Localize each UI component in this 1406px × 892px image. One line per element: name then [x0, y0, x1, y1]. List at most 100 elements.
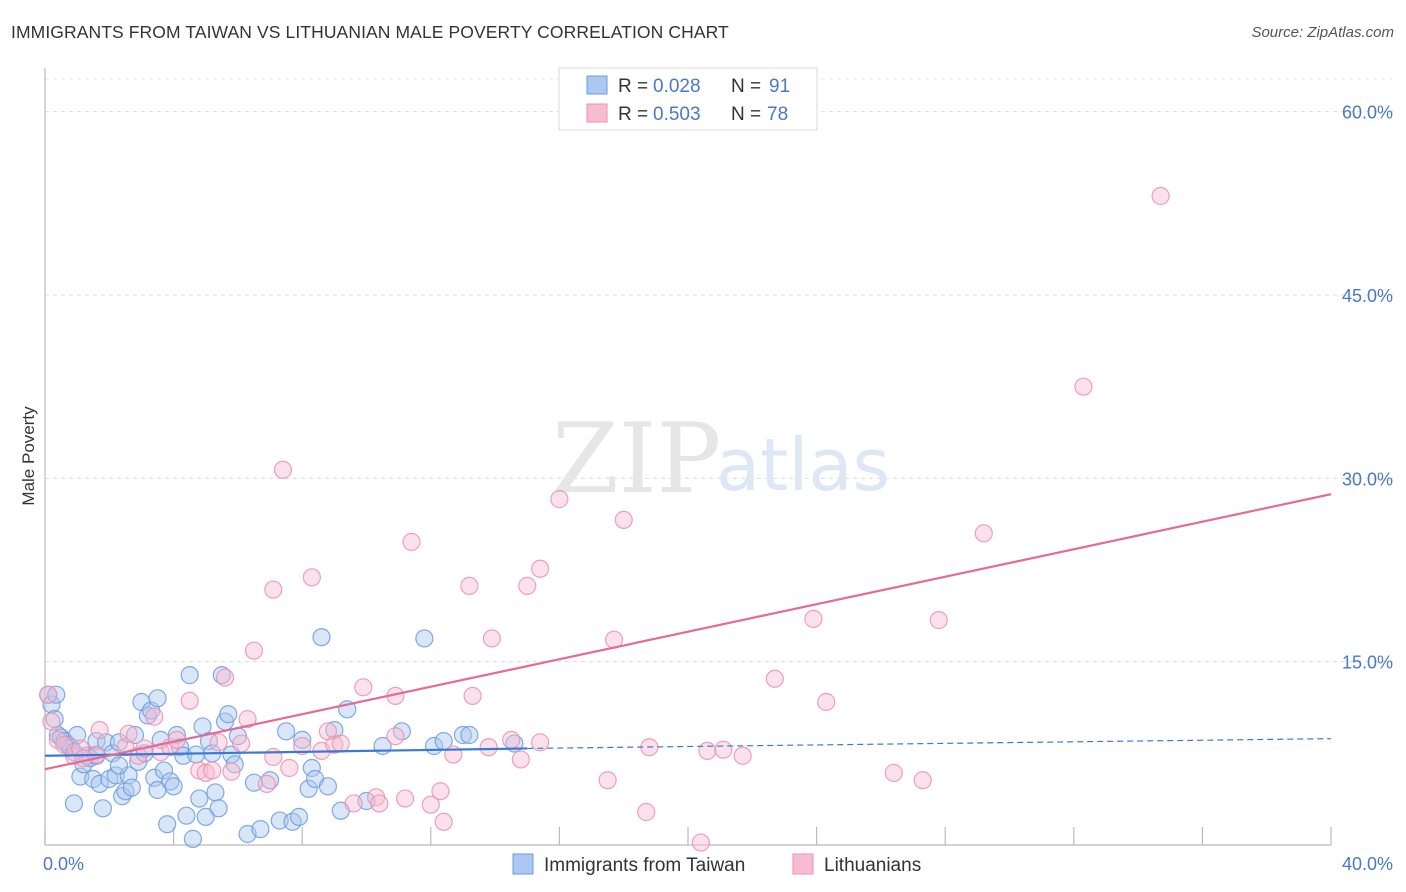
legend-swatch-blue [586, 75, 608, 95]
lithuanian-point-62 [691, 833, 710, 852]
taiwan-point-80 [415, 629, 434, 648]
y-axis-label: Male Poverty [19, 406, 38, 506]
lithuanian-point-23 [244, 641, 264, 660]
taiwan-point-9 [68, 725, 87, 745]
series-immigrants-from-taiwan [39, 628, 524, 848]
trend-line-lithuanian [44, 493, 1332, 771]
lithuanian-point-18 [203, 761, 222, 780]
legend: R = 0.028 N = 91 R = 0.503 N = 78 [558, 67, 818, 131]
lithuanian-point-52 [511, 750, 530, 769]
taiwan-point-15 [87, 732, 106, 751]
y-tick-label-2: 45.0% [1342, 286, 1393, 306]
bottom-legend-swatch-blue [512, 853, 534, 875]
taiwan-point-83 [453, 725, 473, 745]
lithuanian-point-25 [264, 747, 283, 767]
lithuanian-point-30 [302, 568, 321, 587]
lithuanian-point-35 [344, 794, 363, 813]
lithuanian-point-74 [1151, 186, 1170, 206]
x-tick-label-0: 0.0% [43, 854, 84, 874]
y-tick-label-1: 30.0% [1342, 469, 1393, 489]
lithuanian-point-36 [354, 678, 373, 697]
lithuanian-point-63 [698, 741, 717, 760]
y-tick-label-0: 15.0% [1342, 653, 1393, 673]
lithuanian-point-57 [598, 771, 617, 790]
chart-title: IMMIGRANTS FROM TAIWAN VS LITHUANIAN MAL… [11, 22, 729, 42]
taiwan-point-65 [277, 722, 296, 741]
lithuanian-point-15 [180, 691, 199, 710]
y-tick-label-3: 60.0% [1342, 103, 1393, 123]
lithuanian-point-69 [884, 763, 903, 782]
taiwan-point-38 [161, 772, 180, 791]
lithuanian-point-75 [74, 749, 93, 768]
taiwan-point-70 [302, 758, 321, 778]
lithuanian-point-65 [733, 746, 752, 765]
tick-labels: 15.0% 30.0% 45.0% 60.0% 0.0% 40.0% [43, 103, 1393, 874]
taiwan-point-37 [158, 815, 177, 834]
bottom-legend: Immigrants from Taiwan Lithuanians [512, 853, 921, 876]
trend-line-taiwan [44, 747, 528, 757]
lithuanian-point-53 [518, 576, 537, 595]
lithuanian-point-72 [974, 524, 993, 543]
taiwan-point-54 [212, 666, 231, 685]
taiwan-point-42 [174, 746, 193, 765]
legend-r-value-blue: 0.028 [653, 76, 701, 97]
taiwan-point-52 [206, 783, 225, 802]
taiwan-point-49 [196, 807, 215, 826]
lithuanian-point-44 [431, 782, 450, 801]
lithuanian-point-0 [39, 685, 58, 704]
lithuanian-point-10 [129, 746, 148, 765]
legend-n-label-pink: N = [731, 104, 761, 125]
taiwan-point-62 [251, 820, 270, 839]
taiwan-point-69 [299, 779, 318, 798]
lithuanian-point-38 [370, 794, 389, 813]
lithuanian-point-48 [463, 686, 482, 705]
lithuanian-point-40 [386, 727, 405, 746]
taiwan-point-90 [148, 689, 167, 708]
lithuanian-point-43 [421, 795, 440, 814]
taiwan-point-27 [125, 725, 145, 745]
legend-swatch-pink [586, 103, 608, 123]
lithuanian-point-34 [331, 734, 350, 753]
lithuanian-point-47 [460, 576, 479, 595]
lithuanian-point-67 [804, 609, 823, 628]
taiwan-point-45 [183, 829, 202, 848]
trend-line-taiwan-extension [527, 738, 1332, 750]
lithuanian-point-49 [479, 738, 498, 757]
legend-r-label-blue: R = [618, 76, 648, 97]
taiwan-point-17 [93, 799, 112, 818]
taiwan-point-44 [180, 666, 199, 685]
lithuanian-point-73 [1074, 377, 1093, 396]
lithuanian-point-26 [264, 580, 283, 599]
taiwan-point-84 [460, 725, 479, 745]
lithuanian-point-60 [637, 802, 656, 822]
lithuanian-point-50 [482, 629, 501, 648]
taiwan-point-36 [154, 761, 174, 780]
lithuanian-point-59 [614, 510, 633, 529]
lithuanian-point-77 [238, 710, 257, 729]
taiwan-point-43 [177, 806, 196, 825]
lithuanian-point-55 [531, 559, 550, 578]
axes [44, 68, 1332, 846]
taiwan-point-16 [90, 774, 109, 793]
lithuanian-point-71 [929, 611, 948, 630]
bottom-legend-swatch-pink [792, 853, 814, 875]
legend-n-value-pink: 78 [767, 104, 788, 125]
x-tick-label-1: 40.0% [1342, 854, 1393, 874]
taiwan-point-72 [312, 628, 331, 647]
lithuanian-point-54 [531, 733, 550, 752]
lithuanian-point-27 [273, 460, 293, 479]
legend-r-label-pink: R = [618, 104, 648, 125]
lithuanian-point-20 [215, 668, 235, 687]
lithuanian-point-33 [325, 735, 344, 754]
lithuanian-point-28 [280, 758, 299, 778]
lithuanian-point-5 [71, 739, 90, 758]
taiwan-point-89 [109, 756, 129, 775]
watermark-atlas: atlas [716, 423, 890, 507]
taiwan-point-21 [106, 766, 125, 785]
lithuanian-point-45 [434, 812, 453, 831]
lithuanian-point-19 [209, 733, 228, 752]
legend-r-value-pink: 0.503 [653, 104, 701, 125]
taiwan-point-31 [138, 706, 157, 725]
lithuanian-point-9 [119, 724, 138, 743]
